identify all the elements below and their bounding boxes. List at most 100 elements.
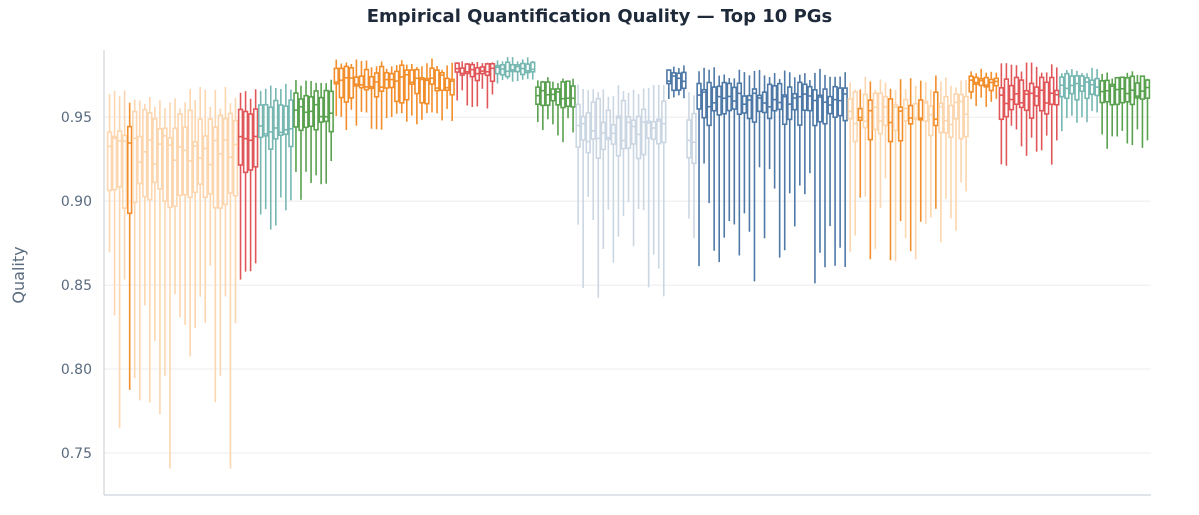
boxplot — [142, 103, 148, 306]
boxplot — [197, 87, 203, 297]
boxplot — [273, 88, 279, 226]
box — [399, 64, 405, 104]
box — [736, 82, 743, 116]
boxplot — [157, 100, 163, 415]
boxplot — [137, 100, 143, 401]
boxplot — [449, 62, 455, 122]
boxplot — [928, 89, 934, 218]
box — [877, 92, 884, 135]
boxplot — [116, 96, 123, 428]
boxplot — [263, 88, 269, 210]
box — [968, 75, 974, 93]
box — [1018, 79, 1025, 109]
box — [530, 61, 536, 73]
boxplot — [792, 77, 798, 227]
boxplot — [1054, 67, 1060, 141]
boxplot — [388, 66, 395, 117]
box — [837, 87, 843, 117]
boxplot — [615, 85, 622, 237]
box — [1049, 76, 1055, 106]
box — [509, 63, 516, 73]
box — [1119, 76, 1125, 104]
box — [923, 100, 929, 122]
box — [504, 61, 511, 78]
box — [817, 94, 823, 123]
box — [615, 115, 622, 157]
boxplot — [162, 108, 168, 376]
box — [484, 63, 491, 77]
box — [419, 76, 425, 104]
box — [545, 81, 551, 106]
box — [973, 76, 979, 85]
boxplot — [353, 59, 360, 126]
boxplot — [746, 75, 753, 232]
boxplot — [867, 81, 874, 260]
box — [182, 126, 188, 196]
boxplot — [625, 92, 632, 203]
box — [1028, 82, 1035, 119]
boxplot — [298, 85, 304, 200]
boxplot — [424, 63, 430, 114]
boxplot — [318, 82, 324, 185]
boxplot — [913, 85, 919, 260]
boxplot — [998, 63, 1005, 165]
boxplot — [439, 69, 445, 121]
boxplot — [731, 78, 738, 225]
boxplot — [368, 67, 375, 129]
boxplot — [328, 79, 334, 162]
boxplot — [887, 88, 894, 261]
boxplot — [651, 85, 657, 255]
boxplot — [1139, 75, 1146, 148]
boxplot — [429, 58, 435, 113]
boxplot — [1049, 64, 1055, 165]
box — [242, 110, 249, 174]
box — [1084, 76, 1090, 100]
boxplot — [1114, 76, 1120, 137]
box — [635, 115, 642, 160]
boxplot — [172, 98, 178, 295]
box — [353, 76, 360, 87]
boxplot — [847, 82, 853, 252]
box — [283, 105, 289, 136]
boxplot — [207, 106, 213, 266]
box — [459, 67, 465, 76]
boxplot — [1099, 73, 1105, 135]
boxplot — [918, 80, 924, 222]
boxplot — [469, 62, 475, 108]
box — [953, 93, 959, 120]
boxplot — [414, 67, 420, 125]
boxplot — [555, 83, 561, 136]
boxplot — [1023, 62, 1030, 156]
boxplot — [525, 57, 531, 79]
boxplot — [1064, 69, 1070, 119]
boxplot — [323, 83, 329, 184]
boxplot — [797, 74, 803, 186]
boxplot — [832, 76, 838, 266]
boxplot — [257, 90, 264, 215]
boxplot — [404, 64, 410, 122]
boxplot — [313, 82, 319, 176]
box — [106, 131, 113, 192]
box — [157, 128, 163, 190]
boxplot — [182, 102, 188, 325]
boxplot — [751, 70, 758, 282]
box — [313, 90, 319, 131]
boxplot — [283, 83, 289, 211]
boxplot — [605, 96, 612, 210]
box — [696, 82, 702, 110]
box — [444, 77, 450, 92]
boxplot — [907, 78, 914, 252]
boxplots — [106, 57, 1151, 469]
box — [147, 112, 153, 201]
box — [943, 95, 949, 134]
boxplot — [1079, 73, 1085, 118]
boxplot — [394, 65, 400, 114]
box — [121, 134, 128, 209]
boxplot — [993, 72, 1000, 99]
boxplot — [111, 90, 118, 316]
box — [676, 72, 682, 91]
boxplot — [227, 103, 234, 469]
box — [1109, 83, 1115, 106]
box — [555, 88, 561, 106]
